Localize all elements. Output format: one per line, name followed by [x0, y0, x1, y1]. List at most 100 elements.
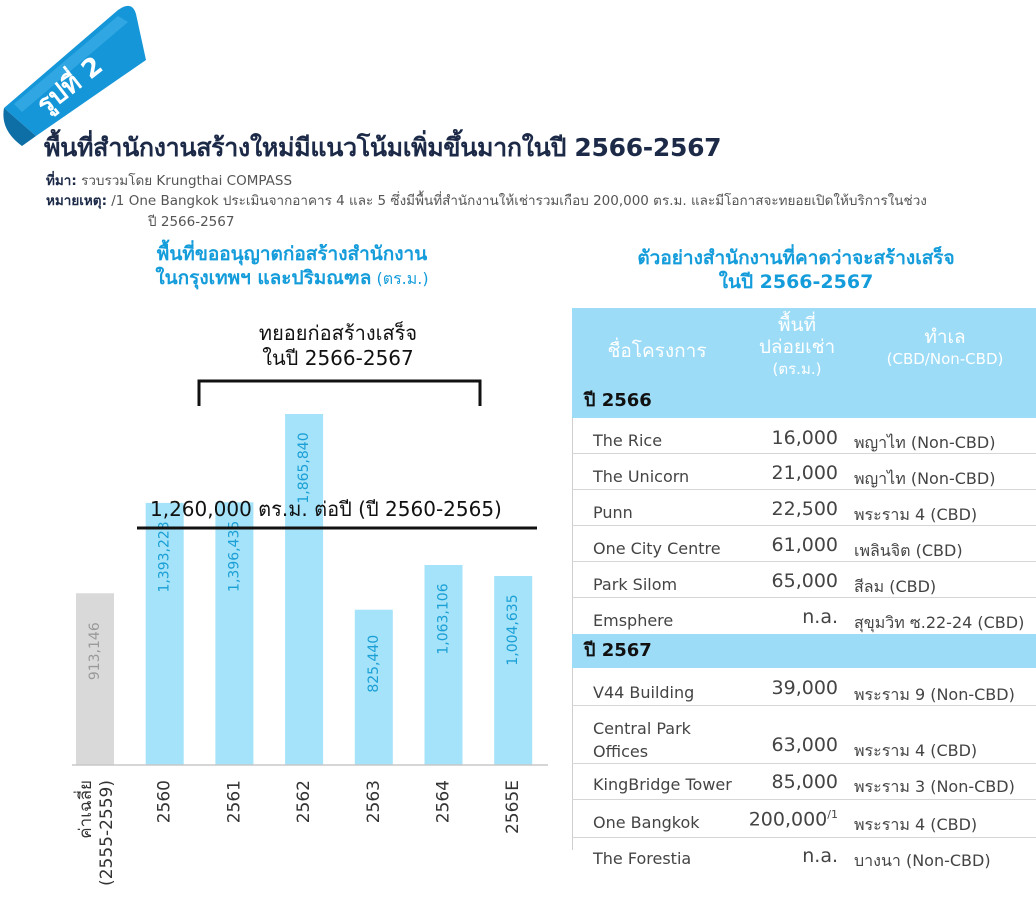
- location: พระราม 3 (Non-CBD): [854, 777, 1015, 796]
- header-location: ทำเล (CBD/Non-CBD): [870, 326, 1020, 370]
- bar-value-label: 1,393,223: [157, 521, 173, 592]
- location: พระราม 4 (CBD): [854, 815, 978, 834]
- project-name: The Forestia: [593, 849, 692, 868]
- x-tick-label: ค่าเฉลี่ย(2555-2559): [73, 780, 117, 886]
- bar-2564: [424, 565, 463, 765]
- footnote-label: หมายเหตุ:: [46, 193, 107, 209]
- table-row: The Forestia n.a. บางนา (Non-CBD): [572, 838, 1036, 874]
- table-title-line1: ตัวอย่างสำนักงานที่คาดว่าจะสร้างเสร็จ: [637, 247, 955, 269]
- table-row: One Bangkok 200,000/1 พระราม 4 (CBD): [572, 800, 1036, 838]
- chart-title-line2: ในกรุงเทพฯ และปริมณฑล: [155, 267, 372, 289]
- table-row: V44 Building 39,000 พระราม 9 (Non-CBD): [572, 670, 1036, 706]
- location: พญาไท (Non-CBD): [854, 469, 996, 488]
- table-row: Central Park Offices 63,000 พระราม 4 (CBD…: [572, 706, 1036, 764]
- source-label: ที่มา:: [46, 173, 77, 189]
- project-name: One Bangkok: [593, 813, 700, 832]
- leasable-area: 200,000/1: [722, 808, 838, 830]
- header-location-line2: (CBD/Non-CBD): [886, 350, 1004, 368]
- table-title-line2: ในปี 2566-2567: [718, 271, 874, 293]
- header-area-unit: (ตร.ม.): [772, 360, 822, 378]
- project-name: The Unicorn: [593, 467, 690, 486]
- table-row: The Rice 16,000 พญาไท (Non-CBD): [572, 420, 1036, 454]
- bar-value-label: 1,865,840: [296, 432, 312, 503]
- leasable-area-value: 200,000: [748, 808, 828, 831]
- reference-line-label: 1,260,000 ตร.ม. ต่อปี (ปี 2560-2565): [150, 497, 502, 521]
- header-area: พื้นที่ ปล่อยเช่า (ตร.ม.): [742, 314, 852, 380]
- project-name-line1: Central Park: [593, 719, 691, 738]
- bar-2562: [285, 414, 324, 765]
- leasable-area: n.a.: [802, 606, 838, 628]
- bar-2563: [354, 609, 393, 765]
- bar-average: [76, 593, 114, 765]
- table-row: One City Centre 61,000 เพลินจิต (CBD): [572, 526, 1036, 562]
- footnote-line1: /1 One Bangkok ประเมินจากอาคาร 4 และ 5 ซ…: [106, 193, 927, 209]
- x-tick-label: 2565E: [503, 780, 523, 834]
- x-tick-label: 2563: [364, 780, 384, 823]
- location: พญาไท (Non-CBD): [854, 433, 996, 452]
- header-project: ชื่อโครงการ: [607, 340, 707, 362]
- project-name: Punn: [593, 503, 633, 522]
- location: พระราม 9 (Non-CBD): [854, 685, 1015, 704]
- completion-bracket: [197, 379, 482, 406]
- header-location-line1: ทำเล: [924, 326, 966, 348]
- table-header: ชื่อโครงการ พื้นที่ ปล่อยเช่า (ตร.ม.) ทำ…: [572, 308, 1036, 384]
- table-title: ตัวอย่างสำนักงานที่คาดว่าจะสร้างเสร็จ ใน…: [596, 246, 996, 294]
- page-title: พื้นที่สำนักงานสร้างใหม่มีแนวโน้มเพิ่มขึ…: [44, 133, 722, 162]
- chart-title-line1: พื้นที่ขออนุญาตก่อสร้างสำนักงาน: [156, 243, 428, 265]
- project-name: Park Silom: [593, 575, 678, 594]
- header-area-line1: พื้นที่: [777, 314, 817, 336]
- x-tick-label-line: (2555-2559): [97, 780, 117, 886]
- chart-title: พื้นที่ขออนุญาตก่อสร้างสำนักงาน ในกรุงเท…: [92, 242, 492, 291]
- source-note: ที่มา: รวบรวมโดย Krungthai COMPASS: [46, 169, 292, 191]
- header-area-line2: ปล่อยเช่า: [758, 336, 836, 358]
- leasable-area: 61,000: [771, 534, 838, 556]
- bar-value-label: 1,063,106: [436, 583, 452, 654]
- bracket-label-line: ในปี 2566-2567: [262, 346, 414, 370]
- project-name: The Rice: [593, 431, 663, 450]
- x-tick-label: 2560: [155, 780, 175, 823]
- location: บางนา (Non-CBD): [854, 851, 991, 870]
- project-name: V44 Building: [593, 683, 695, 702]
- bar-value-label: 825,440: [366, 635, 382, 693]
- leasable-area: 39,000: [771, 677, 838, 699]
- table-left-border: [572, 384, 573, 850]
- footnote-line2: ปี 2566-2567: [148, 214, 235, 230]
- project-name: One City Centre: [593, 539, 721, 558]
- leasable-area: 85,000: [771, 771, 838, 793]
- source-text: รวบรวมโดย Krungthai COMPASS: [76, 173, 293, 189]
- group-header-2566: ปี 2566: [572, 384, 1036, 418]
- location: พระราม 4 (CBD): [854, 741, 978, 760]
- table-row: Park Silom 65,000 สีลม (CBD): [572, 562, 1036, 598]
- bar-value-label: 913,146: [87, 622, 103, 680]
- bracket-label-line: ทยอยก่อสร้างเสร็จ: [259, 320, 417, 345]
- x-tick-label: 2561: [224, 780, 244, 823]
- leasable-area: n.a.: [802, 845, 838, 867]
- location: สุขุมวิท ซ.22-24 (CBD): [854, 613, 1025, 632]
- table-row: Punn 22,500 พระราม 4 (CBD): [572, 490, 1036, 526]
- bar-2565E: [494, 576, 533, 765]
- location: พระราม 4 (CBD): [854, 505, 978, 524]
- leasable-area: 22,500: [771, 498, 838, 520]
- leasable-area: 65,000: [771, 570, 838, 592]
- leasable-area: 63,000: [771, 734, 838, 756]
- bar-chart: 913,146 1,393,223 1,396,435 1,865,840 825,44…: [72, 320, 548, 886]
- group-header-2567: ปี 2567: [572, 634, 1036, 668]
- x-tick-label: 2562: [294, 780, 314, 823]
- footnote: หมายเหตุ: /1 One Bangkok ประเมินจากอาคาร…: [46, 189, 927, 211]
- chart-unit: (ตร.ม.): [371, 269, 429, 288]
- footnote-marker: /1: [827, 808, 838, 821]
- table-row: The Unicorn 21,000 พญาไท (Non-CBD): [572, 454, 1036, 490]
- project-name: KingBridge Tower: [593, 775, 732, 794]
- project-name: Central Park Offices: [593, 717, 691, 763]
- leasable-area: 21,000: [771, 462, 838, 484]
- bar-2561: [215, 502, 254, 765]
- leasable-area: 16,000: [771, 427, 838, 449]
- x-tick-label: 2564: [434, 780, 454, 823]
- table-row: KingBridge Tower 85,000 พระราม 3 (Non-CB…: [572, 764, 1036, 800]
- location: เพลินจิต (CBD): [854, 541, 963, 560]
- project-name-line2: Offices: [593, 742, 649, 761]
- x-tick-label-line: ค่าเฉลี่ย: [73, 780, 96, 839]
- bar-value-label: 1,396,435: [226, 521, 242, 592]
- location: สีลม (CBD): [854, 577, 937, 596]
- project-name: Emsphere: [593, 611, 674, 630]
